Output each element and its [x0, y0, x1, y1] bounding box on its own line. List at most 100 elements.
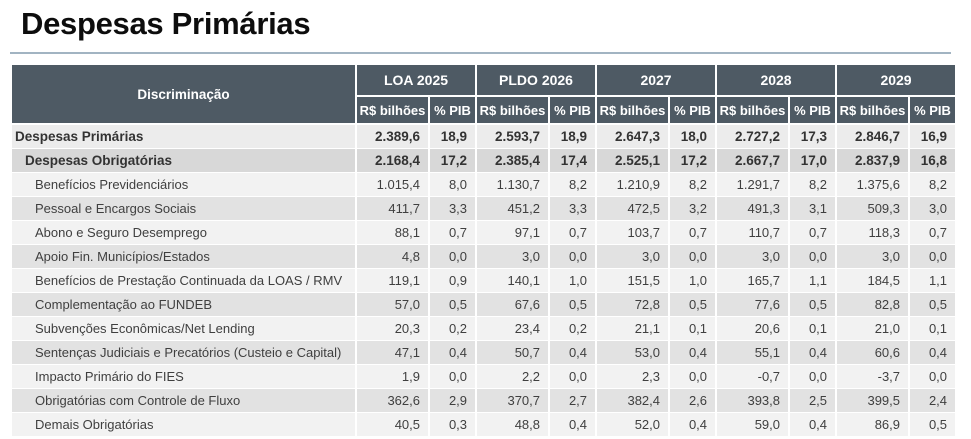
row-label: Subvenções Econômicas/Net Lending [10, 316, 357, 341]
rs-billions-value: 57,0 [355, 292, 430, 317]
pct-pib-value: 0,0 [427, 364, 478, 389]
table-row: Obrigatórias com Controle de Fluxo 362,6 2… [10, 388, 958, 413]
subheader-pct-pib: % PIB [668, 95, 718, 125]
pct-pib-value: 0,0 [427, 244, 478, 269]
pct-pib-value: 0,7 [548, 220, 598, 245]
rs-billions-value: 165,7 [715, 268, 791, 293]
rs-billions-value: 23,4 [475, 316, 551, 341]
pct-pib-value: 1,1 [908, 268, 958, 293]
pct-pib-value: 0,4 [788, 412, 838, 437]
pct-pib-value: 3,0 [908, 196, 958, 221]
pct-pib-value: 0,7 [908, 220, 958, 245]
pct-pib-value: 0,0 [908, 244, 958, 269]
rs-billions-value: 1.210,9 [595, 172, 671, 197]
rs-billions-value: 59,0 [715, 412, 791, 437]
pct-pib-value: 1,1 [788, 268, 838, 293]
rs-billions-value: 393,8 [715, 388, 791, 413]
pct-pib-value: 8,2 [908, 172, 958, 197]
rs-billions-value: 2.667,7 [715, 148, 791, 173]
rs-billions-value: 119,1 [355, 268, 430, 293]
col-group-2029: 2029 [835, 63, 958, 97]
rs-billions-value: 2.727,2 [715, 124, 791, 149]
pct-pib-value: 0,5 [668, 292, 718, 317]
rs-billions-value: 151,5 [595, 268, 671, 293]
rs-billions-value: 1.375,6 [835, 172, 911, 197]
pct-pib-value: 1,0 [668, 268, 718, 293]
table-row: Sentenças Judiciais e Precatórios (Custe… [10, 340, 958, 365]
table-row: Complementação ao FUNDEB 57,0 0,5 67,6 0,5 72… [10, 292, 958, 317]
pct-pib-value: 2,4 [908, 388, 958, 413]
row-label: Pessoal e Encargos Sociais [10, 196, 357, 221]
pct-pib-value: 16,9 [908, 124, 958, 149]
rs-billions-value: 140,1 [475, 268, 551, 293]
pct-pib-value: 0,5 [788, 292, 838, 317]
rs-billions-value: 52,0 [595, 412, 671, 437]
col-group-pldo2026: PLDO 2026 [475, 63, 598, 97]
rs-billions-value: 2.389,6 [355, 124, 430, 149]
title-underline [10, 52, 951, 54]
pct-pib-value: 17,3 [788, 124, 838, 149]
pct-pib-value: 2,9 [427, 388, 478, 413]
rs-billions-value: 451,2 [475, 196, 551, 221]
rs-billions-value: 53,0 [595, 340, 671, 365]
table-header: Discriminação LOA 2025 PLDO 2026 2027 20… [10, 63, 958, 125]
rs-billions-value: 86,9 [835, 412, 911, 437]
rs-billions-value: -3,7 [835, 364, 911, 389]
pct-pib-value: 0,1 [668, 316, 718, 341]
pct-pib-value: 0,7 [668, 220, 718, 245]
pct-pib-value: 3,3 [427, 196, 478, 221]
row-label: Despesas Primárias [10, 124, 357, 149]
row-label: Apoio Fin. Municípios/Estados [10, 244, 357, 269]
rs-billions-value: 370,7 [475, 388, 551, 413]
col-group-2027: 2027 [595, 63, 718, 97]
subheader-pct-pib: % PIB [788, 95, 838, 125]
subheader-rs-bilhoes: R$ bilhões [355, 95, 430, 125]
pct-pib-value: 0,1 [788, 316, 838, 341]
pct-pib-value: 0,0 [548, 364, 598, 389]
rs-billions-value: 48,8 [475, 412, 551, 437]
pct-pib-value: 17,0 [788, 148, 838, 173]
rs-billions-value: 72,8 [595, 292, 671, 317]
rs-billions-value: 2,3 [595, 364, 671, 389]
table-row: Benefícios de Prestação Continuada da LO… [10, 268, 958, 293]
col-group-2028: 2028 [715, 63, 838, 97]
subheader-pct-pib: % PIB [548, 95, 598, 125]
table-row: Despesas Primárias 2.389,6 18,9 2.593,7 18,9… [10, 124, 958, 149]
table-row: Subvenções Econômicas/Net Lending 20,3 0,2… [10, 316, 958, 341]
rs-billions-value: 55,1 [715, 340, 791, 365]
rs-billions-value: 21,0 [835, 316, 911, 341]
pct-pib-value: 0,4 [548, 412, 598, 437]
rs-billions-value: 1.291,7 [715, 172, 791, 197]
table-body: Despesas Primárias 2.389,6 18,9 2.593,7 18,9… [10, 124, 958, 437]
rs-billions-value: 2.385,4 [475, 148, 551, 173]
rs-billions-value: 3,0 [475, 244, 551, 269]
table-row: Abono e Seguro Desemprego 88,1 0,7 97,1 0,7 1… [10, 220, 958, 245]
pct-pib-value: 0,0 [668, 244, 718, 269]
pct-pib-value: 18,0 [668, 124, 718, 149]
pct-pib-value: 0,0 [548, 244, 598, 269]
rs-billions-value: 362,6 [355, 388, 430, 413]
pct-pib-value: 0,7 [788, 220, 838, 245]
column-group-row: Discriminação LOA 2025 PLDO 2026 2027 20… [10, 63, 958, 125]
pct-pib-value: 18,9 [548, 124, 598, 149]
pct-pib-value: 2,6 [668, 388, 718, 413]
pct-pib-value: 8,2 [548, 172, 598, 197]
rs-billions-value: 3,0 [835, 244, 911, 269]
row-label: Despesas Obrigatórias [10, 148, 357, 173]
pct-pib-value: 0,5 [548, 292, 598, 317]
rs-billions-value: 3,0 [595, 244, 671, 269]
pct-pib-value: 0,0 [788, 244, 838, 269]
pct-pib-value: 0,7 [427, 220, 478, 245]
pct-pib-value: 0,1 [908, 316, 958, 341]
rs-billions-value: 2,2 [475, 364, 551, 389]
expenses-table: Discriminação LOA 2025 PLDO 2026 2027 20… [10, 63, 958, 437]
rs-billions-value: 2.525,1 [595, 148, 671, 173]
col-group-loa2025: LOA 2025 [354, 63, 478, 97]
table-row: Benefícios Previdenciários 1.015,4 8,0 1.13… [10, 172, 958, 197]
pct-pib-value: 0,5 [427, 292, 478, 317]
page-title: Despesas Primárias [21, 6, 311, 41]
pct-pib-value: 0,4 [908, 340, 958, 365]
pct-pib-value: 1,0 [548, 268, 598, 293]
pct-pib-value: 0,3 [427, 412, 478, 437]
rs-billions-value: 1,9 [355, 364, 430, 389]
